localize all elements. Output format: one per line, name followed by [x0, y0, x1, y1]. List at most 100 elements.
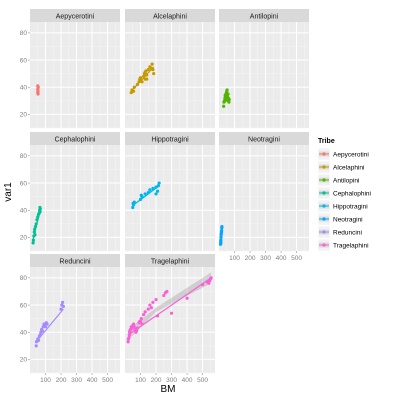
confidence-band: [128, 272, 212, 341]
facet-panel-neotragini: Neotragini 100 200 300 400 500: [218, 132, 309, 262]
data-point: [131, 322, 136, 326]
legend-label: Cephalophini: [333, 191, 371, 198]
legend-item-alcelaphini: Alcelaphini: [317, 160, 364, 174]
data-point: [131, 205, 135, 210]
data-point: [140, 322, 144, 326]
facet-strip: [219, 132, 309, 145]
data-point: [132, 200, 136, 204]
legend-label: Tragelaphini: [333, 243, 369, 250]
data-point: [148, 303, 152, 307]
legend-items: Aepycerotini Alcelaphini Antilopini Cephalo…: [317, 147, 371, 252]
data-point: [222, 104, 226, 108]
x-tick-label: 500: [197, 377, 208, 384]
y-tick-label: 80: [20, 275, 28, 282]
plot-background: [30, 22, 120, 128]
data-point: [138, 197, 143, 201]
data-point: [148, 188, 152, 192]
facet-panel-antilopini: Antilopini: [219, 9, 309, 129]
legend: Tribe Aepycerotini Alcelaphini Antilopini C…: [317, 138, 371, 252]
data-point: [205, 280, 209, 284]
data-point: [226, 92, 230, 96]
data-point: [200, 283, 205, 287]
legend-point-swatch: [322, 243, 326, 247]
data-point: [169, 311, 174, 315]
data-point: [165, 289, 169, 294]
legend-item-antilopini: Antilopini: [317, 173, 359, 187]
data-point: [220, 229, 224, 233]
x-tick-label: 400: [87, 377, 98, 384]
data-point: [151, 186, 155, 191]
facet-strip: [30, 254, 120, 267]
plot-background: [125, 22, 215, 128]
x-tick-label: 500: [102, 377, 113, 384]
data-point: [140, 195, 144, 199]
data-point: [34, 344, 38, 348]
data-point: [36, 338, 41, 342]
data-point: [142, 312, 146, 317]
data-point: [137, 80, 141, 84]
facet-strip: [125, 132, 215, 145]
y-tick-label: 80: [20, 30, 28, 37]
legend-label: Alcelaphini: [333, 165, 364, 172]
data-point: [143, 310, 147, 314]
legend-point-swatch: [322, 204, 326, 208]
legend-label: Reduncini: [333, 230, 362, 237]
data-point: [38, 207, 42, 211]
data-point: [157, 181, 161, 185]
data-point: [127, 336, 131, 340]
y-tick-label: 40: [20, 207, 28, 214]
x-tick-label: 200: [245, 255, 256, 262]
data-point: [224, 97, 228, 102]
facet-panel-hippotragini: Hippotragini: [125, 132, 215, 252]
x-tick-label: 300: [260, 255, 271, 262]
y-tick-label: 60: [20, 302, 28, 309]
data-point: [227, 97, 231, 102]
data-point: [144, 69, 148, 73]
facet-strip: [30, 132, 120, 145]
data-point: [185, 296, 189, 300]
y-tick-label: 40: [20, 84, 28, 91]
data-point: [138, 76, 143, 80]
x-tick-label: 100: [135, 377, 146, 384]
facet-strip-label: Reduncini: [59, 259, 91, 266]
data-point: [36, 215, 40, 219]
data-point: [145, 73, 149, 77]
plot-background: [30, 267, 120, 373]
data-point: [162, 293, 166, 298]
data-point: [146, 67, 150, 72]
data-point: [140, 80, 144, 84]
legend-point-swatch: [322, 165, 326, 169]
data-point: [154, 298, 158, 302]
x-tick-label: 200: [56, 377, 67, 384]
plot-background: [125, 145, 215, 251]
data-point: [135, 326, 140, 330]
legend-point-swatch: [322, 230, 326, 234]
data-point: [40, 329, 45, 333]
data-point: [61, 304, 65, 309]
data-point: [43, 325, 48, 329]
data-point: [150, 62, 154, 66]
data-point: [151, 300, 155, 304]
data-point: [36, 84, 40, 88]
data-point: [146, 307, 150, 311]
facet-strip-label: Neotragini: [248, 137, 280, 144]
legend-item-neotragini: Neotragini: [317, 212, 363, 226]
legend-label: Aepycerotini: [333, 152, 369, 159]
legend-label: Antilopini: [333, 178, 359, 185]
facet-strip-label: Aepycerotini: [56, 14, 95, 21]
data-point: [155, 189, 160, 193]
data-point: [135, 329, 139, 333]
data-point: [60, 300, 65, 304]
legend-point-swatch: [322, 191, 326, 195]
data-point: [38, 209, 42, 214]
data-point: [130, 326, 134, 330]
facet-panel-tragelaphini: Tragelaphini 100 200 300 400 500: [125, 254, 215, 384]
data-point: [36, 91, 40, 95]
data-point: [155, 314, 160, 318]
data-point: [146, 190, 150, 195]
data-point: [126, 340, 130, 344]
data-point: [35, 218, 39, 222]
x-tick-label: 400: [276, 255, 287, 262]
data-point: [131, 203, 136, 207]
facet-strip-label: Alcelaphini: [153, 14, 187, 21]
